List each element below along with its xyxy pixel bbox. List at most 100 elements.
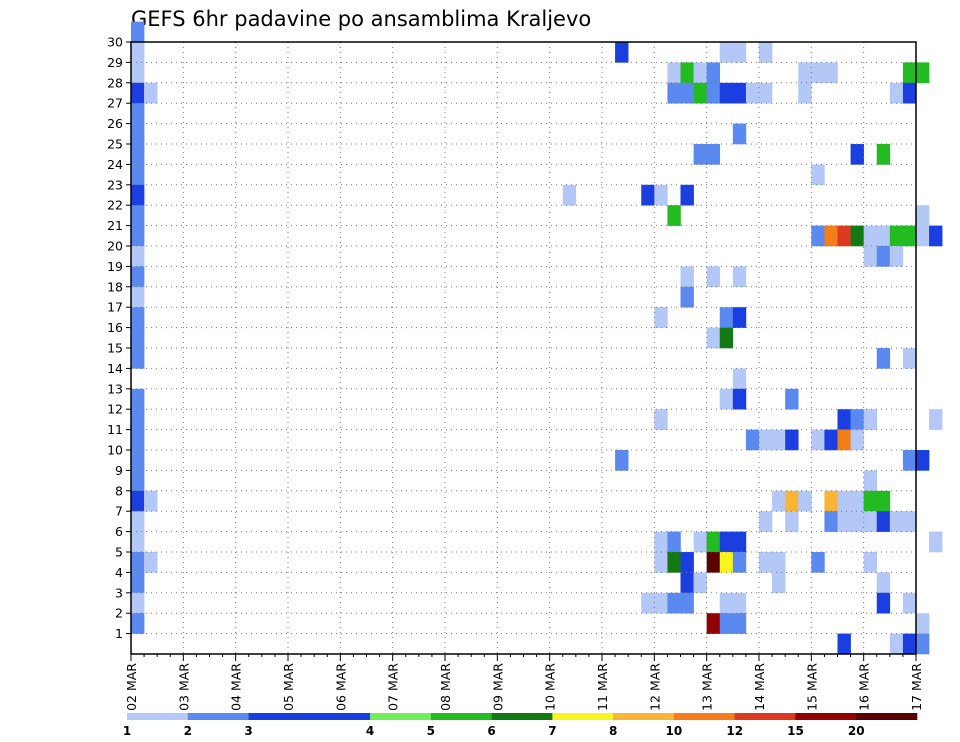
heatmap-cell — [902, 633, 917, 655]
heatmap-cell — [680, 62, 694, 84]
y-tick-label: 29 — [107, 55, 123, 70]
legend-swatch — [370, 713, 432, 720]
heatmap-cell — [654, 552, 668, 573]
heatmap-cell — [706, 266, 721, 288]
heatmap-cell — [811, 62, 825, 84]
heatmap-cell — [759, 429, 773, 451]
heatmap-cell — [889, 82, 904, 104]
heatmap-cell — [144, 82, 158, 104]
heatmap-cell — [732, 266, 747, 288]
heatmap-cell — [693, 572, 707, 594]
color-legend: 1 2 3 4 5 6 7 8 10 12 15 20 — [123, 713, 918, 738]
heatmap-cell — [654, 184, 668, 206]
heatmap-cell — [876, 246, 891, 267]
heatmap-cell — [719, 388, 734, 410]
heatmap-cell — [772, 490, 786, 512]
heatmap-cell — [719, 592, 734, 614]
heatmap-cell — [889, 633, 904, 655]
heatmap-cell — [863, 470, 878, 492]
legend-swatch — [491, 713, 553, 720]
heatmap-cell — [837, 429, 851, 451]
x-tick-label: 15 MAR — [804, 663, 819, 711]
legend-swatch — [673, 713, 735, 720]
heatmap-cell — [876, 572, 891, 594]
heatmap-cell — [706, 144, 721, 165]
heatmap-cell — [144, 552, 158, 573]
heatmap-cell — [824, 511, 838, 532]
heatmap-cell — [131, 62, 145, 84]
heatmap-cell — [131, 42, 145, 63]
y-tick-label: 26 — [107, 116, 123, 131]
heatmap-cell — [785, 511, 799, 532]
y-tick-label: 3 — [115, 585, 123, 600]
heatmap-cell — [732, 307, 747, 328]
heatmap-cell — [850, 144, 864, 165]
heatmap-cell — [837, 225, 851, 247]
y-tick-label: 1 — [115, 626, 123, 641]
legend-label: 5 — [427, 724, 435, 738]
heatmap-cell — [641, 592, 655, 614]
y-tick-label: 17 — [107, 300, 123, 315]
heatmap-cell — [719, 42, 734, 63]
heatmap-cell — [680, 286, 694, 308]
y-tick-label: 18 — [107, 279, 123, 294]
heatmap-cell — [719, 531, 734, 553]
legend-label: 1 — [123, 724, 131, 738]
y-tick-label: 13 — [107, 381, 123, 396]
heatmap-cell — [785, 388, 799, 410]
heatmap-cell — [772, 552, 786, 573]
heatmap-cell — [785, 490, 799, 512]
heatmap-cell — [693, 531, 707, 553]
legend-swatch — [187, 713, 249, 720]
heatmap-cell — [772, 572, 786, 594]
heatmap-cell — [706, 531, 721, 553]
heatmap-cell — [811, 225, 825, 247]
heatmap-cell — [667, 205, 681, 226]
x-tick-label: 07 MAR — [386, 663, 401, 711]
heatmap-cell — [131, 307, 145, 328]
plot-frame — [130, 41, 917, 655]
heatmap-cell — [131, 348, 145, 369]
legend-label: 7 — [548, 724, 556, 738]
heatmap-cell — [916, 633, 930, 655]
heatmap-cell — [811, 429, 825, 451]
y-tick-label: 12 — [107, 402, 123, 417]
heatmap-cell — [863, 490, 878, 512]
heatmap-cell — [732, 368, 747, 390]
legend-swatch — [734, 713, 796, 720]
y-tick-label: 20 — [107, 239, 123, 254]
y-tick-label: 5 — [115, 545, 123, 560]
heatmap-cell — [824, 62, 838, 84]
heatmap-cell — [863, 511, 878, 532]
heatmap-cell — [680, 552, 694, 573]
heatmap-cell — [693, 62, 707, 84]
y-tick-label: 22 — [107, 198, 123, 213]
x-tick-label: 10 MAR — [543, 663, 558, 711]
heatmap-cell — [680, 592, 694, 614]
heatmap-cell — [131, 164, 145, 186]
legend-swatch — [430, 713, 492, 720]
heatmap-cell — [732, 82, 747, 104]
heatmap-cell — [902, 62, 917, 84]
heatmap-cell — [131, 82, 145, 104]
heatmap-cell — [889, 246, 904, 267]
heatmap-cell — [706, 552, 721, 573]
x-tick-label: 03 MAR — [176, 663, 191, 711]
x-tick-label: 05 MAR — [281, 663, 296, 711]
y-tick-label: 19 — [107, 259, 123, 274]
heatmap-cell — [745, 429, 760, 451]
x-tick-label: 16 MAR — [857, 663, 872, 711]
heatmap-cell — [759, 511, 773, 532]
x-tick-label: 14 MAR — [752, 663, 767, 711]
heatmap-cell — [772, 429, 786, 451]
heatmap-cell — [798, 62, 812, 84]
x-axis: 02 MAR 03 MAR 04 MAR 05 MAR 06 MAR 07 MAR 08 M… — [124, 654, 924, 711]
heatmap-cell — [654, 531, 668, 553]
heatmap-cell — [131, 286, 145, 308]
y-tick-label: 6 — [115, 524, 123, 539]
heatmap-cell — [131, 409, 145, 430]
heatmap-cell — [131, 103, 145, 124]
heatmap-cell — [667, 531, 681, 553]
y-tick-label: 2 — [115, 606, 123, 621]
legend-label: 10 — [666, 724, 683, 738]
